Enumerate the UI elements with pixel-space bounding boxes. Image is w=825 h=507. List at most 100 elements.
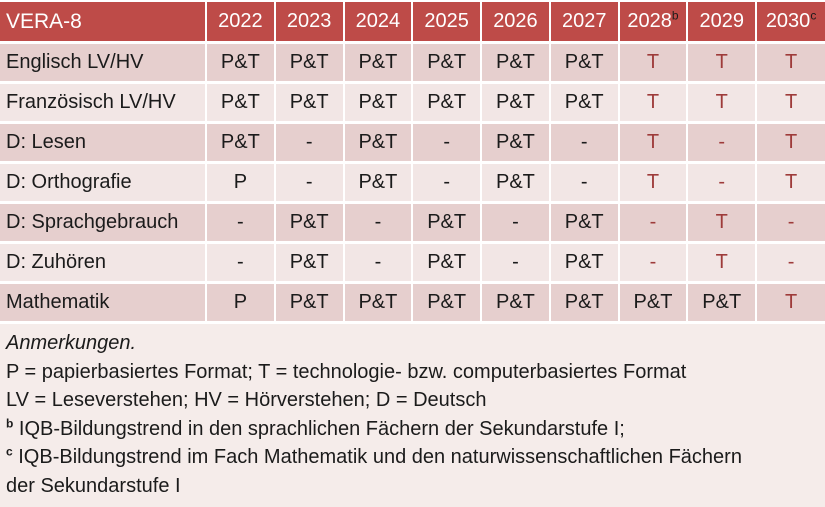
table-title-cell: VERA-8 [0, 1, 206, 44]
year-header-cell: 2023 [273, 1, 344, 44]
format-cell: P&T [548, 202, 619, 244]
format-cell: - [755, 242, 825, 284]
year-header-cell: 2030c [755, 1, 825, 44]
table-row: D: Orthografie P - P&T - P&T - T - T [0, 162, 825, 204]
format-cell: P&T [342, 162, 413, 204]
table-row: Mathematik P P&T P&T P&T P&T P&T P&T P&T T [0, 282, 825, 324]
format-cell: P&T [273, 42, 344, 84]
format-cell: T [755, 42, 825, 84]
format-cell: P&T [342, 42, 413, 84]
format-cell: P&T [273, 202, 344, 244]
format-cell: P&T [411, 202, 482, 244]
format-cell: - [273, 122, 344, 164]
format-cell: - [548, 162, 619, 204]
format-cell: - [411, 162, 482, 204]
format-cell: T [617, 82, 688, 124]
table-row: Englisch LV/HV P&T P&T P&T P&T P&T P&T T T T [0, 42, 825, 84]
format-cell: T [686, 242, 757, 284]
format-cell: P&T [411, 282, 482, 324]
format-cell: - [548, 122, 619, 164]
table-header: VERA-8 2022 2023 2024 2025 2026 2027 2028b 2029… [0, 1, 825, 44]
notes-heading: Anmerkungen. [6, 332, 137, 354]
format-cell: - [617, 202, 688, 244]
format-cell: T [755, 162, 825, 204]
format-cell: P&T [548, 42, 619, 84]
year-header-cell: 2025 [411, 1, 482, 44]
format-cell: P&T [480, 82, 550, 124]
format-cell: P&T [480, 42, 550, 84]
format-cell: - [480, 202, 550, 244]
format-cell: P&T [342, 282, 413, 324]
format-cell: P [205, 282, 275, 324]
format-cell: P&T [273, 82, 344, 124]
row-label-cell: D: Sprachgebrauch [0, 202, 206, 244]
format-cell: - [205, 242, 275, 284]
header-superscript-icon: b [671, 8, 679, 23]
format-cell: - [755, 202, 825, 244]
notes-section: Anmerkungen. P = papierbasiertes Format;… [0, 324, 825, 500]
format-cell: - [411, 122, 482, 164]
year-header-cell: 2022 [205, 1, 275, 44]
format-cell: P&T [480, 122, 550, 164]
table-row: Französisch LV/HV P&T P&T P&T P&T P&T P&T T T T [0, 82, 825, 124]
format-cell: P&T [205, 122, 275, 164]
format-cell: T [755, 122, 825, 164]
format-cell: P&T [480, 282, 550, 324]
format-cell: T [755, 282, 825, 324]
note-superscript-marker: b [6, 415, 14, 430]
note-superscript-marker: c [6, 444, 13, 459]
vera8-table: VERA-8 2022 2023 2024 2025 2026 2027 2028b 2029… [0, 0, 825, 324]
format-cell: T [755, 82, 825, 124]
format-cell: T [686, 42, 757, 84]
year-header-cell: 2028b [617, 1, 688, 44]
format-cell: - [480, 242, 550, 284]
note-line: LV = Leseverstehen; HV = Hörverstehen; D… [6, 389, 487, 411]
format-cell: T [617, 162, 688, 204]
row-label-cell: Mathematik [0, 282, 206, 324]
table-row: D: Zuhören - P&T - P&T - P&T - T - [0, 242, 825, 284]
format-cell: P&T [411, 242, 482, 284]
format-cell: P [205, 162, 275, 204]
format-cell: P&T [548, 82, 619, 124]
format-cell: T [617, 122, 688, 164]
table-row: D: Lesen P&T - P&T - P&T - T - T [0, 122, 825, 164]
format-cell: P&T [205, 82, 275, 124]
year-header-cell: 2027 [548, 1, 619, 44]
format-cell: - [617, 242, 688, 284]
header-row: VERA-8 2022 2023 2024 2025 2026 2027 2028b 2029… [0, 1, 825, 44]
table-row: D: Sprachgebrauch - P&T - P&T - P&T - T - [0, 202, 825, 244]
format-cell: P&T [342, 82, 413, 124]
format-cell: - [273, 162, 344, 204]
year-header-cell: 2024 [342, 1, 413, 44]
year-header-cell: 2026 [480, 1, 550, 44]
format-cell: P&T [617, 282, 688, 324]
note-line: b IQB-Bildungstrend in den sprachlichen … [6, 415, 625, 440]
row-label-cell: D: Orthografie [0, 162, 206, 204]
format-cell: P&T [548, 242, 619, 284]
format-cell: P&T [411, 82, 482, 124]
format-cell: - [205, 202, 275, 244]
format-cell: - [342, 242, 413, 284]
format-cell: P&T [205, 42, 275, 84]
format-cell: P&T [411, 42, 482, 84]
format-cell: - [686, 162, 757, 204]
format-cell: T [686, 202, 757, 244]
note-line: c IQB-Bildungstrend im Fach Mathematik u… [6, 444, 742, 497]
row-label-cell: D: Zuhören [0, 242, 206, 284]
format-cell: P&T [480, 162, 550, 204]
format-cell: - [686, 122, 757, 164]
note-line: P = papierbasiertes Format; T = technolo… [6, 360, 687, 383]
format-cell: P&T [273, 282, 344, 324]
header-superscript-icon: c [810, 8, 817, 23]
year-header-cell: 2029 [686, 1, 757, 44]
row-label-cell: Englisch LV/HV [0, 42, 206, 84]
format-cell: P&T [273, 242, 344, 284]
format-cell: P&T [548, 282, 619, 324]
row-label-cell: Französisch LV/HV [0, 82, 206, 124]
row-label-cell: D: Lesen [0, 122, 206, 164]
format-cell: P&T [342, 122, 413, 164]
table-body: Englisch LV/HV P&T P&T P&T P&T P&T P&T T T T Franz… [0, 42, 825, 324]
format-cell: T [617, 42, 688, 84]
format-cell: T [686, 82, 757, 124]
